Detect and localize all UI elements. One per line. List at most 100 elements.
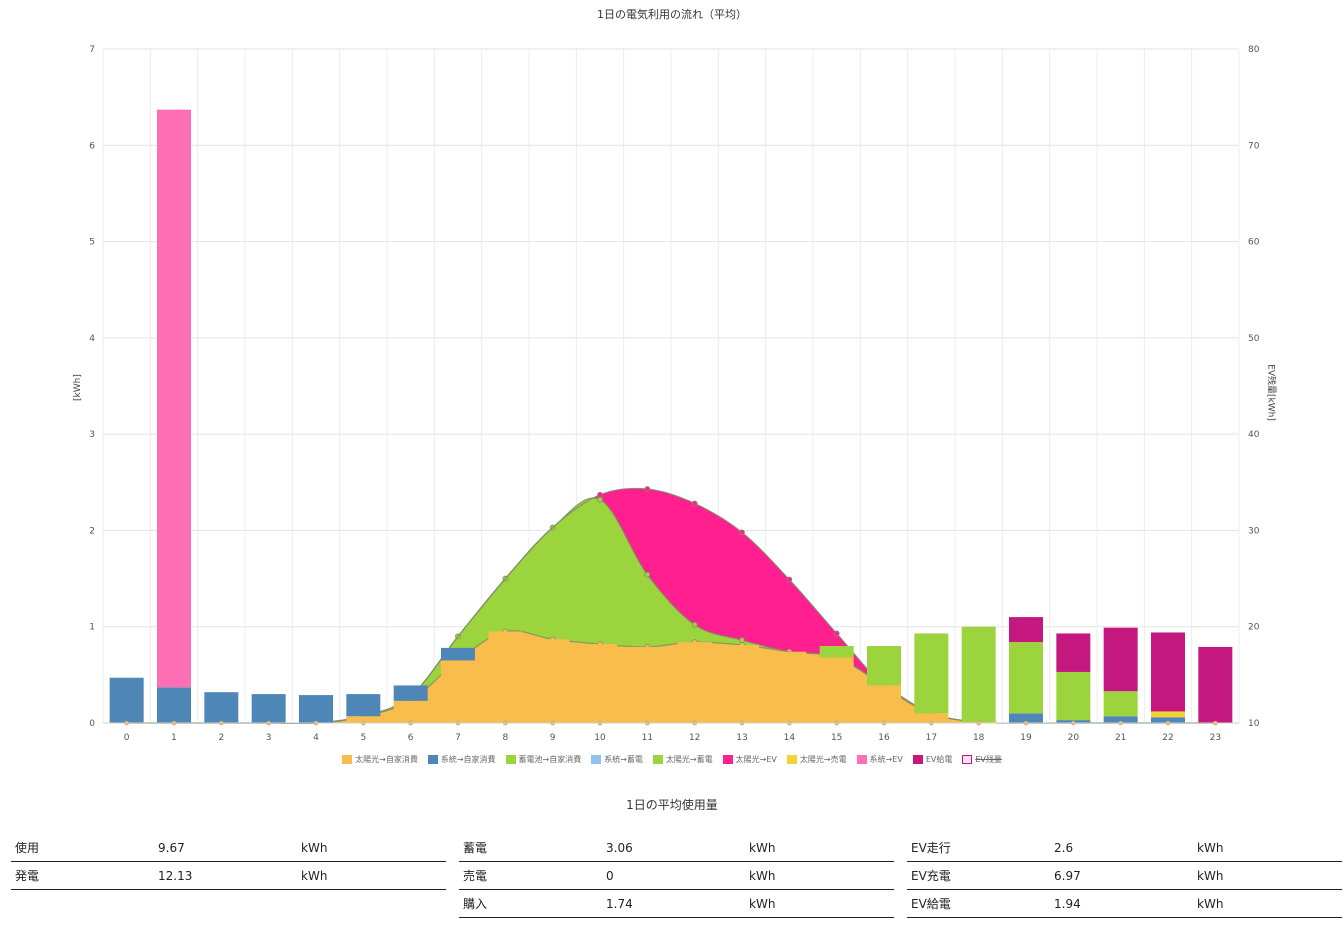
x-tick-label: 3 bbox=[266, 733, 272, 743]
x-tick-label: 2 bbox=[218, 733, 224, 743]
y2-tick-label: 80 bbox=[1248, 45, 1260, 55]
summary-row: EV充電 6.97 kWh bbox=[907, 861, 1342, 890]
bar-segment bbox=[157, 109, 191, 688]
bar-segment bbox=[251, 694, 286, 723]
bar-segment bbox=[1056, 671, 1091, 721]
legend-item-ev-remaining[interactable]: EV残量 bbox=[962, 754, 1002, 765]
x-tick-label: 20 bbox=[1068, 733, 1080, 743]
legend-swatch bbox=[722, 755, 733, 764]
x-tick-label: 16 bbox=[878, 733, 890, 743]
legend-label: 太陽光→EV bbox=[735, 755, 777, 764]
chart-legend: 太陽光→自家消費 系統→自家消費 蓄電池→自家消費 系統→蓄電 太陽光→蓄電 太… bbox=[0, 754, 1344, 765]
summary-label: EV給電 bbox=[907, 889, 1050, 918]
summary-label: 使用 bbox=[11, 834, 154, 862]
bar-segment bbox=[346, 694, 381, 717]
x-tick-label: 8 bbox=[502, 733, 508, 743]
bar-segment bbox=[1151, 711, 1185, 718]
bar-segment bbox=[299, 695, 333, 723]
summary-title: 1日の平均使用量 bbox=[626, 798, 718, 812]
bar-segment bbox=[772, 651, 807, 723]
bar-segment bbox=[819, 645, 854, 658]
area-point bbox=[644, 571, 651, 578]
x-tick-label: 5 bbox=[360, 733, 366, 743]
x-tick-label: 23 bbox=[1210, 733, 1221, 743]
summary-unit: kWh bbox=[745, 834, 894, 862]
bar-segment bbox=[819, 657, 854, 723]
summary-label: EV充電 bbox=[907, 861, 1050, 890]
area-series bbox=[126, 497, 1216, 724]
bar-segment bbox=[204, 692, 239, 723]
bar-segment bbox=[1151, 632, 1185, 712]
x-tick-label: 21 bbox=[1115, 733, 1126, 743]
area-point bbox=[739, 637, 745, 644]
legend-swatch bbox=[856, 755, 867, 764]
summary-unit: kWh bbox=[1193, 861, 1342, 890]
bar-segment bbox=[1198, 646, 1233, 723]
summary-value: 0 bbox=[602, 861, 745, 890]
y-tick-label: 3 bbox=[89, 430, 95, 440]
summary-value: 1.94 bbox=[1050, 889, 1193, 918]
legend-item-battery-self[interactable]: 蓄電池→自家消費 bbox=[505, 754, 582, 765]
bar-segment bbox=[441, 660, 475, 723]
legend-item-grid-ev[interactable]: 系統→EV bbox=[856, 754, 903, 765]
legend-item-grid-battery[interactable]: 系統→蓄電 bbox=[591, 754, 643, 765]
legend-swatch bbox=[652, 755, 663, 764]
summary-row: 発電 12.13 kWh bbox=[11, 861, 446, 890]
legend-item-solar-ev[interactable]: 太陽光→EV bbox=[722, 754, 777, 765]
y2-tick-label: 30 bbox=[1248, 526, 1260, 536]
summary-row: 購入 1.74 kWh bbox=[459, 889, 894, 918]
bar-segment bbox=[677, 642, 712, 723]
y-tick-label: 2 bbox=[89, 526, 95, 536]
summary-label: EV走行 bbox=[907, 834, 1050, 862]
legend-item-solar-self[interactable]: 太陽光→自家消費 bbox=[342, 754, 418, 765]
legend-swatch bbox=[342, 755, 353, 764]
summary-row: 売電 0 kWh bbox=[459, 861, 894, 890]
bar-segment bbox=[867, 645, 901, 686]
summary-value: 3.06 bbox=[602, 834, 745, 862]
x-tick-label: 17 bbox=[926, 733, 937, 743]
x-tick-label: 9 bbox=[550, 733, 556, 743]
summary-unit: kWh bbox=[1193, 834, 1342, 862]
legend-item-grid-self[interactable]: 系統→自家消費 bbox=[427, 754, 496, 765]
legend-swatch bbox=[962, 755, 973, 764]
bar-segment bbox=[393, 700, 428, 723]
summary-row: EV走行 2.6 kWh bbox=[907, 834, 1342, 862]
summary-unit: kWh bbox=[745, 889, 894, 918]
area-point bbox=[739, 529, 745, 536]
y2-tick-label: 40 bbox=[1248, 430, 1260, 440]
x-tick-label: 19 bbox=[1020, 733, 1032, 743]
bar-segment bbox=[1103, 691, 1138, 717]
y-tick-label: 5 bbox=[89, 238, 95, 248]
legend-swatch bbox=[427, 755, 438, 764]
legend-item-solar-sell[interactable]: 太陽光→売電 bbox=[786, 754, 847, 765]
bar-segment bbox=[1056, 633, 1091, 672]
area-point bbox=[597, 496, 603, 503]
summary-unit: kWh bbox=[297, 861, 446, 890]
bar-segment bbox=[346, 716, 381, 723]
x-tick-label: 15 bbox=[831, 733, 842, 743]
legend-label: 系統→EV bbox=[869, 755, 903, 764]
energy-flow-chart: 0 101 202 303 404 505 606 707 800 1 2 3 4 5 6 7 8 9 10 11 12… bbox=[89, 45, 1260, 743]
area-point bbox=[691, 500, 698, 507]
legend-label: 系統→蓄電 bbox=[604, 755, 643, 764]
bar-segment bbox=[1009, 713, 1043, 723]
x-tick-label: 11 bbox=[642, 733, 653, 743]
bar-segment bbox=[630, 646, 665, 723]
y-axis-label-left: [kWh] bbox=[73, 374, 83, 401]
area-point bbox=[833, 630, 840, 637]
chart-title: 1日の電気利用の流れ（平均） bbox=[597, 8, 747, 21]
summary-unit: kWh bbox=[745, 861, 894, 890]
bar-segment bbox=[488, 631, 523, 723]
summary-value: 9.67 bbox=[154, 834, 297, 862]
legend-swatch bbox=[505, 755, 516, 764]
legend-label: EV残量 bbox=[975, 755, 1002, 764]
summary-table-ev: EV走行 2.6 kWh EV充電 6.97 kWh EV給電 1.94 kWh bbox=[907, 834, 1342, 918]
bar-segment bbox=[1151, 717, 1185, 723]
legend-item-ev-discharge[interactable]: EV給電 bbox=[912, 754, 952, 765]
legend-swatch bbox=[591, 755, 602, 764]
legend-item-solar-battery[interactable]: 太陽光→蓄電 bbox=[652, 754, 713, 765]
legend-label: 蓄電池→自家消費 bbox=[518, 755, 582, 764]
bar-segment bbox=[535, 639, 570, 723]
summary-table-usage: 使用 9.67 kWh 発電 12.13 kWh bbox=[11, 834, 446, 890]
bar-segment bbox=[867, 685, 901, 723]
